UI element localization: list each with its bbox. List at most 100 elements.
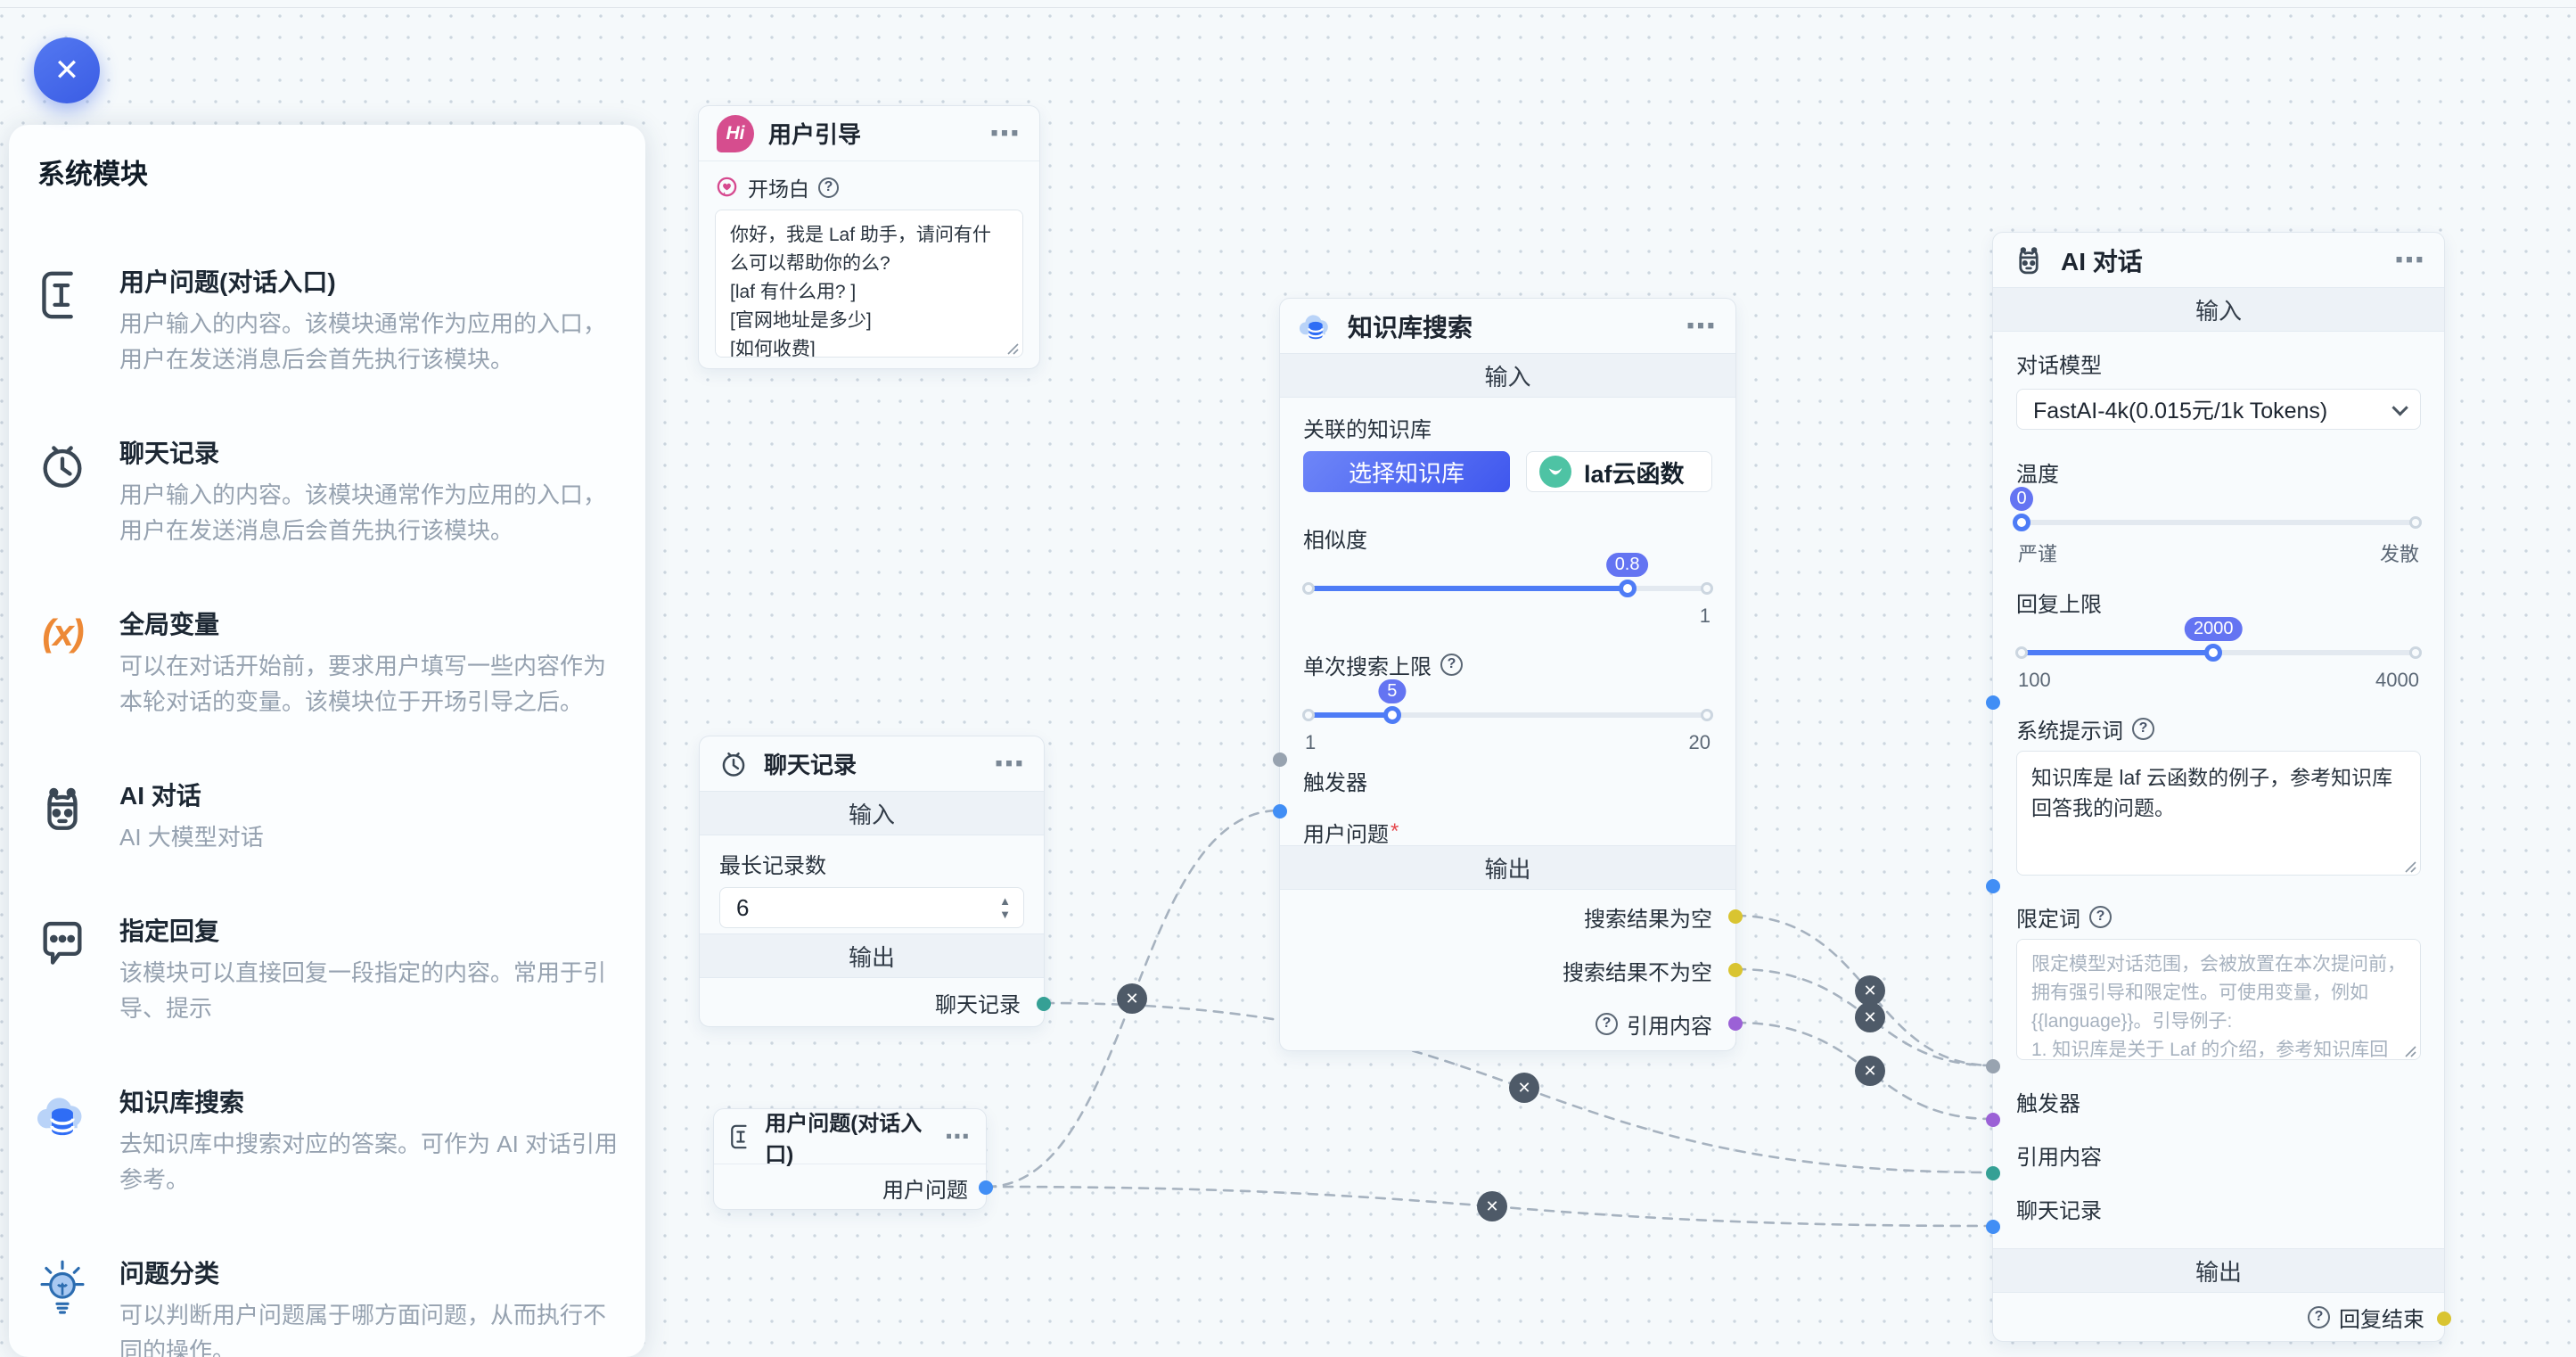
bulb-icon — [29, 1254, 96, 1357]
sidebar-item-fixed-reply[interactable]: 指定回复 该模块可以直接回复一段指定的内容。常用于引导、提示 — [29, 912, 620, 1026]
resize-handle-icon[interactable] — [2405, 1046, 2416, 1057]
connector-chat-history-out[interactable] — [1037, 997, 1051, 1011]
step-down-icon: ▼ — [999, 908, 1011, 921]
section-output-bar: 输出 — [1280, 845, 1735, 890]
output-row-reply-end: ? 回复结束 — [1993, 1293, 2444, 1341]
edge-delete-button[interactable]: ✕ — [1477, 1191, 1507, 1221]
sidebar-item-desc: 用户输入的内容。该模块通常作为应用的入口，用户在发送消息后会首先执行该模块。 — [119, 481, 607, 544]
node-chat-history[interactable]: 聊天记录 ⋯ 输入 最长记录数 6 ▲ ▼ 输出 聊天记录 — [699, 736, 1051, 1027]
connector-system-prompt-in[interactable] — [1986, 695, 2000, 710]
connector-user-question-out[interactable] — [979, 1180, 993, 1195]
connector-not-empty-out[interactable] — [1728, 963, 1743, 977]
limit-word-label: 限定词 ? — [2016, 901, 2421, 932]
slider-min-label: 100 — [2018, 669, 2051, 691]
model-select[interactable]: FastAI-4k(0.015元/1k Tokens) — [2016, 389, 2421, 430]
limit-word-textarea[interactable] — [2016, 939, 2421, 1060]
temperature-slider[interactable]: 0 — [2010, 487, 2422, 531]
max-reply-label: 回复上限 — [2016, 592, 2102, 617]
sidebar-item-user-question[interactable]: 用户问题(对话入口) 用户输入的内容。该模块通常作为应用的入口，用户在发送消息后… — [29, 263, 620, 377]
resize-handle-icon[interactable] — [1007, 343, 1019, 355]
laf-logo-icon — [1539, 456, 1571, 488]
close-panel-button[interactable]: ✕ — [34, 37, 100, 103]
slider-thumb[interactable] — [2013, 514, 2030, 531]
sidebar-item-kb-search[interactable]: 知识库搜索 去知识库中搜索对应的答案。可作为 AI 对话引用参考。 — [29, 1083, 620, 1197]
node-menu-button[interactable]: ⋯ — [2394, 243, 2426, 277]
connector-limit-word-in[interactable] — [1986, 879, 2000, 893]
help-icon[interactable]: ? — [2089, 905, 2112, 928]
help-icon[interactable]: ? — [1440, 653, 1463, 676]
sidebar-item-question-classify[interactable]: 问题分类 可以判断用户问题属于哪方面问题，从而执行不同的操作。 — [29, 1254, 620, 1357]
node-menu-button[interactable]: ⋯ — [945, 1122, 972, 1150]
help-icon[interactable]: ? — [2132, 717, 2154, 740]
slider-max-label: 发散 — [2379, 543, 2419, 565]
sidebar-item-ai-chat[interactable]: AI 对话 AI 大模型对话 — [29, 777, 620, 855]
section-input-bar: 输入 — [1993, 287, 2444, 332]
node-user-guide[interactable]: Hi 用户引导 ⋯ 开场白 ? 你好，我是 Laf 助手，请问有什么可以帮助你的… — [698, 105, 1040, 369]
search-limit-slider[interactable]: 5 — [1302, 679, 1713, 724]
node-menu-button[interactable]: ⋯ — [1686, 308, 1718, 343]
slider-thumb[interactable] — [1618, 580, 1637, 597]
edge-delete-button[interactable]: ✕ — [1855, 1056, 1885, 1086]
help-icon[interactable]: ? — [818, 177, 839, 198]
connector-empty-out[interactable] — [1728, 909, 1743, 924]
connector-quote-out[interactable] — [1728, 1016, 1743, 1031]
connector-question-in[interactable] — [1273, 804, 1287, 818]
slider-thumb[interactable] — [1382, 706, 1401, 724]
node-ai-chat[interactable]: AI 对话 ⋯ 输入 对话模型 FastAI-4k(0.015元/1k Toke… — [1986, 232, 2451, 1342]
edge-delete-button[interactable]: ✕ — [1855, 975, 1885, 1006]
slider-thumb[interactable] — [2204, 644, 2223, 662]
connector-quote-in[interactable] — [1986, 1113, 2000, 1127]
close-icon: ✕ — [53, 53, 80, 87]
node-menu-button[interactable]: ⋯ — [994, 746, 1026, 781]
opening-textarea[interactable]: 你好，我是 Laf 助手，请问有什么可以帮助你的么? [laf 有什么用? ] … — [715, 210, 1023, 358]
help-icon[interactable]: ? — [2308, 1305, 2330, 1328]
slider-min-label: 严谨 — [2018, 543, 2058, 565]
system-prompt-textarea[interactable]: 知识库是 laf 云函数的例子，参考知识库回答我的问题。 — [2016, 751, 2421, 876]
select-kb-button[interactable]: 选择知识库 — [1303, 451, 1510, 492]
max-records-label: 最长记录数 — [719, 853, 826, 878]
reply-bubble-icon — [29, 912, 96, 1026]
limit-word-wrap — [2016, 939, 2421, 1065]
connector-question-in[interactable] — [1986, 1220, 2000, 1234]
number-stepper[interactable]: ▲ ▼ — [999, 894, 1011, 921]
connector-reply-end-out[interactable] — [2437, 1312, 2451, 1326]
input-row-trigger: 触发器 — [1303, 770, 1367, 795]
max-records-input[interactable]: 6 ▲ ▼ — [719, 887, 1024, 928]
node-title: 聊天记录 — [764, 752, 857, 778]
edge-delete-button[interactable]: ✕ — [1117, 983, 1147, 1014]
system-prompt-label: 系统提示词 ? — [2016, 713, 2421, 744]
connector-trigger-in[interactable] — [1986, 1059, 2000, 1073]
sidebar-item-label: 全局变量 — [119, 611, 220, 638]
max-reply-slider[interactable]: 2000 — [2015, 617, 2422, 662]
connector-trigger-in[interactable] — [1273, 753, 1287, 767]
edge-delete-button[interactable]: ✕ — [1509, 1073, 1539, 1103]
help-icon[interactable]: ? — [1596, 1012, 1618, 1035]
sidebar-title: 系统模块 — [37, 159, 148, 190]
node-user-question[interactable]: 用户问题(对话入口) ⋯ 用户问题 — [713, 1108, 993, 1210]
top-divider — [0, 7, 2576, 8]
sidebar-item-chat-history[interactable]: 聊天记录 用户输入的内容。该模块通常作为应用的入口，用户在发送消息后会首先执行该… — [29, 434, 620, 548]
temperature-label: 温度 — [2016, 462, 2059, 487]
slider-value-badge: 0 — [2010, 487, 2033, 511]
node-title: 用户引导 — [768, 121, 862, 148]
kb-card[interactable]: laf云函数 — [1526, 451, 1712, 492]
slider-max-label: 1 — [1699, 604, 1710, 627]
node-kb-search[interactable]: 知识库搜索 ⋯ 输入 关联的知识库 选择知识库 laf云函数 相似度 0.8 — [1273, 298, 1743, 1051]
step-up-icon: ▲ — [999, 894, 1011, 908]
node-title: 知识库搜索 — [1348, 313, 1473, 341]
connector-history-in[interactable] — [1986, 1166, 2000, 1180]
resize-handle-icon[interactable] — [2405, 861, 2416, 873]
edge-delete-button[interactable]: ✕ — [1855, 1002, 1885, 1032]
sidebar-item-desc: AI 大模型对话 — [119, 824, 264, 851]
sidebar-item-global-variable[interactable]: (x) 全局变量 可以在对话开始前，要求用户填写一些内容作为本轮对话的变量。该模… — [29, 605, 620, 720]
node-menu-button[interactable]: ⋯ — [989, 116, 1021, 151]
robot-icon — [2019, 246, 2039, 274]
hi-bubble-icon: Hi — [717, 114, 754, 152]
kb-label: 关联的知识库 — [1303, 417, 1432, 442]
sidebar-item-label: 问题分类 — [119, 1260, 220, 1287]
chevron-down-icon — [2391, 399, 2408, 416]
slider-value-badge: 0.8 — [1605, 553, 1649, 577]
similarity-slider[interactable]: 0.8 — [1302, 553, 1713, 597]
text-cursor-icon — [29, 263, 96, 377]
